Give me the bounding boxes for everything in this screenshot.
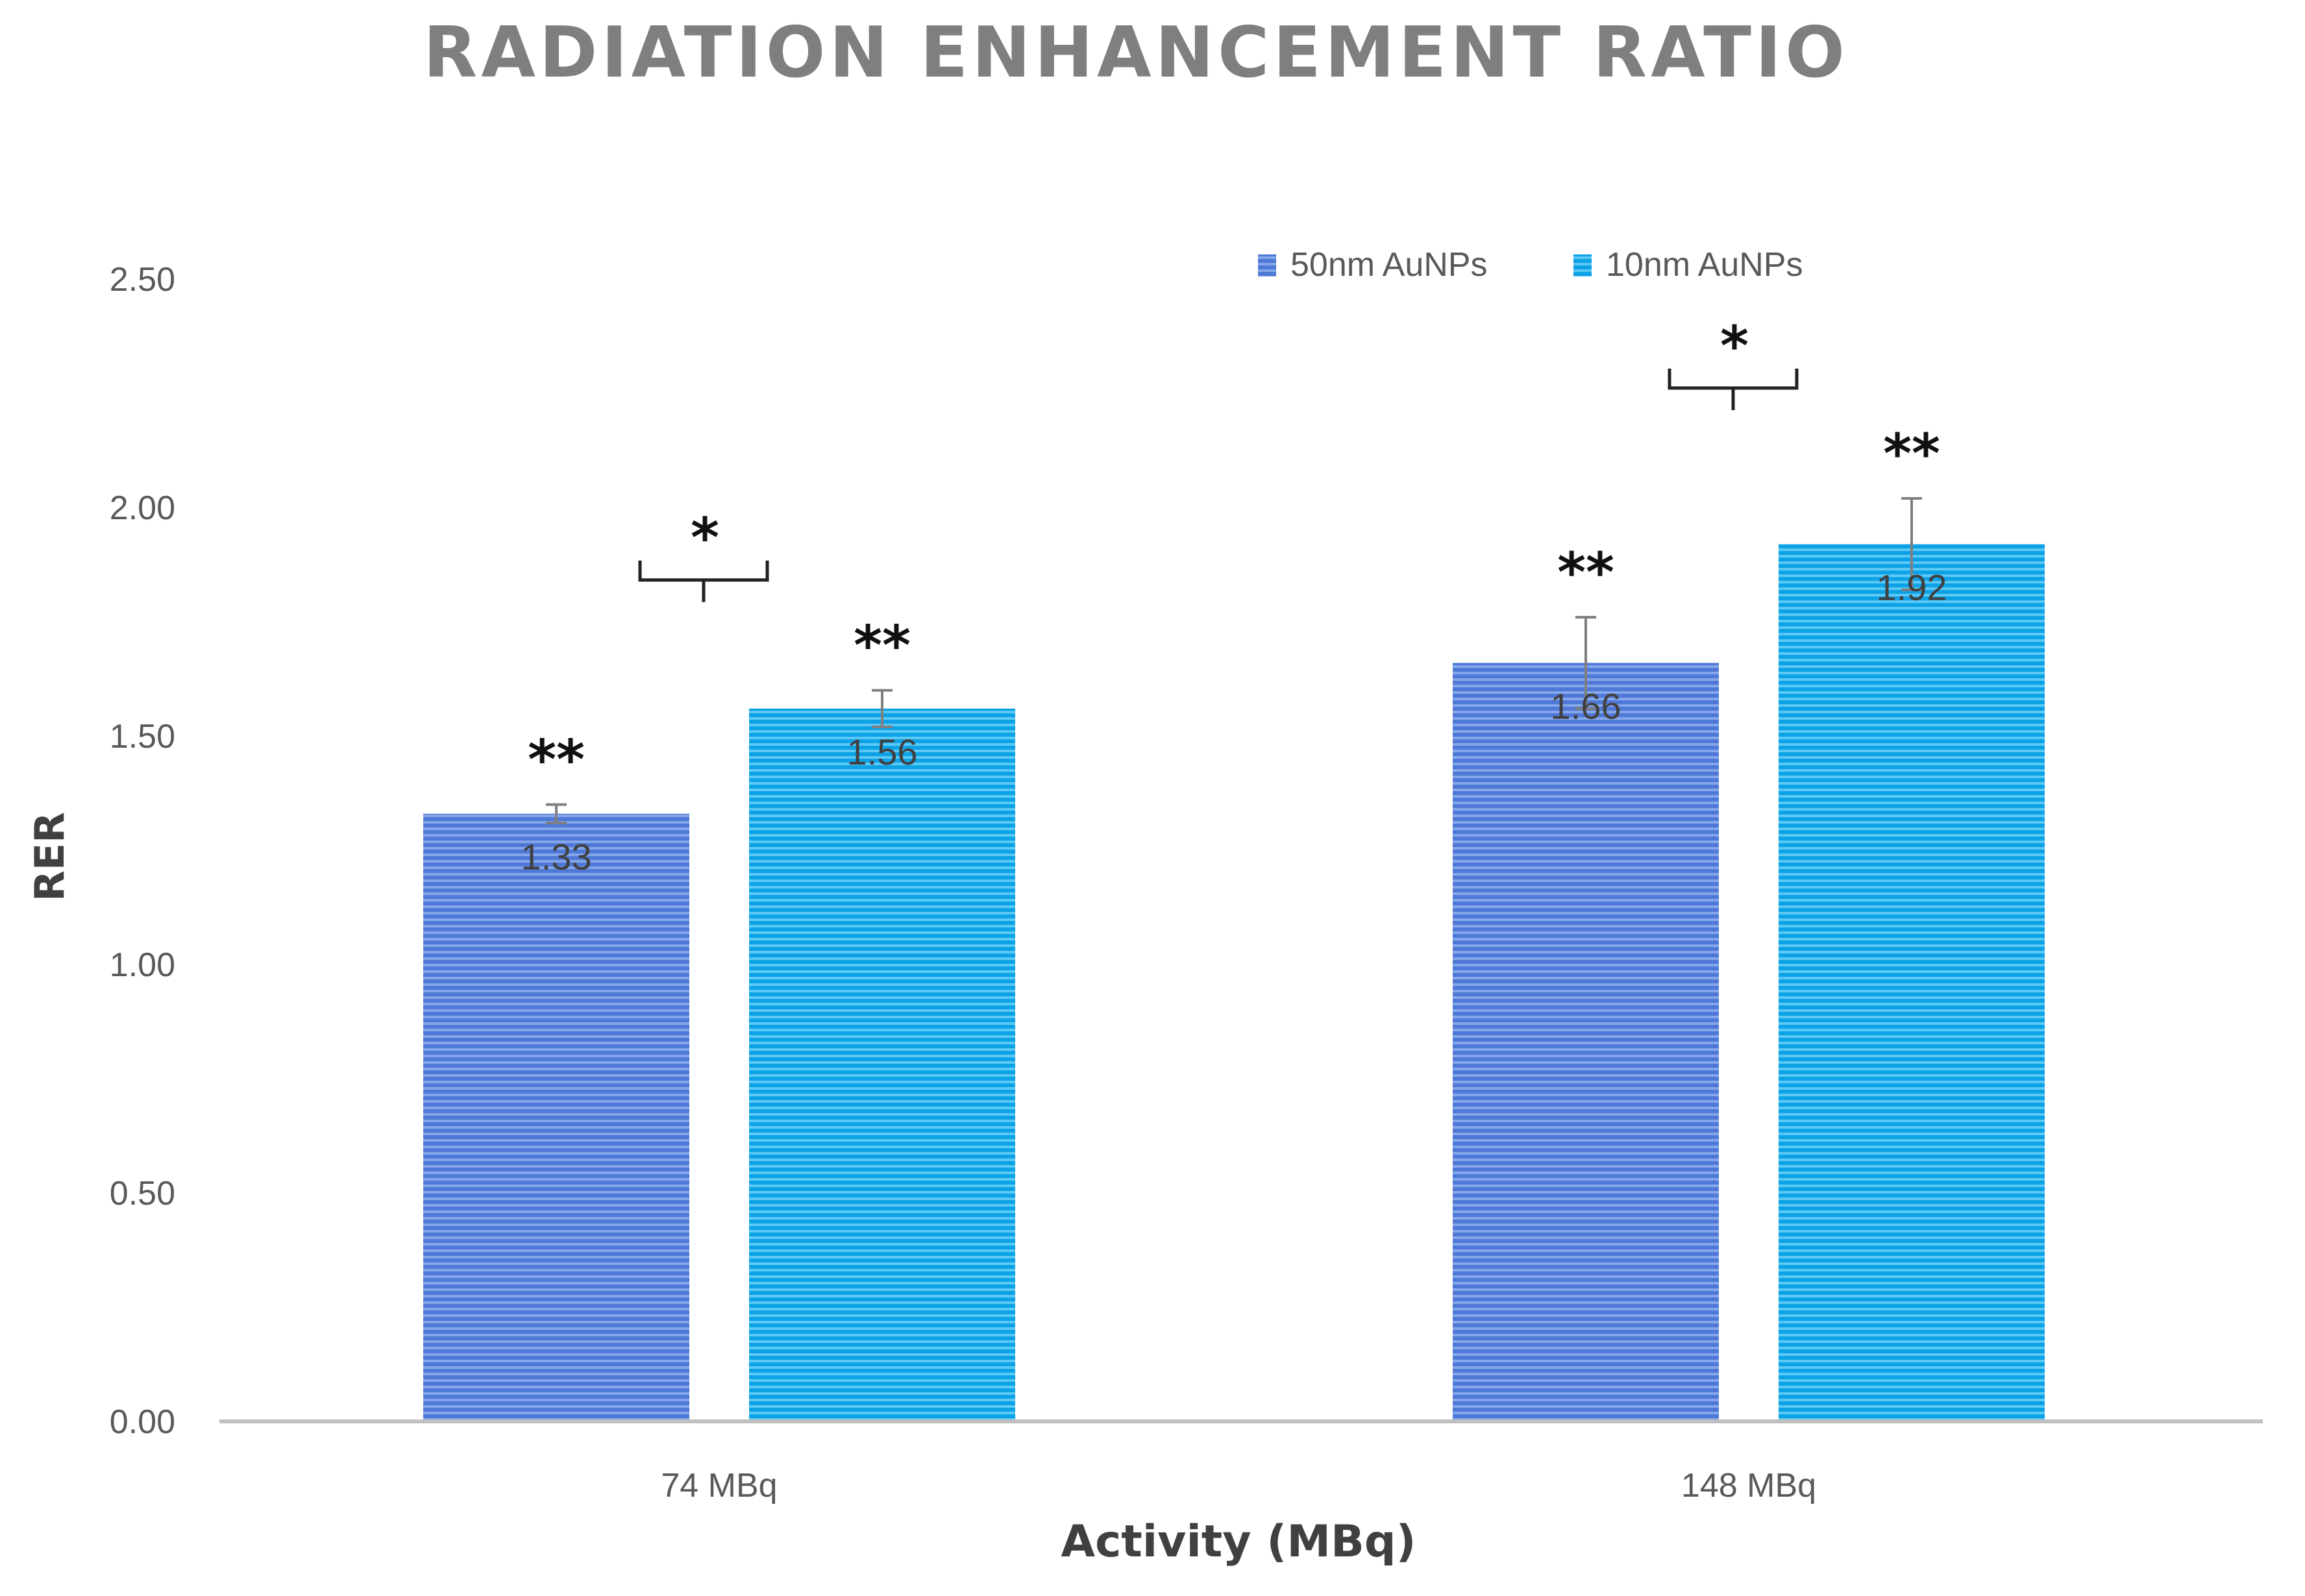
data-label-1-1: 1.92	[1877, 567, 1947, 608]
chart-title: RADIATION ENHANCEMENT RATIO	[423, 12, 1849, 93]
legend-swatch-10nm	[1573, 254, 1592, 276]
x-tick-label-1: 148 MBq	[1681, 1467, 1816, 1504]
bracket-significance-marker: *	[1720, 314, 1749, 378]
y-tick-label-4: 2.00	[110, 489, 175, 527]
legend-label-50nm: 50nm AuNPs	[1290, 246, 1488, 284]
legend-swatch-50nm	[1258, 254, 1276, 276]
significance-marker-1-0: **	[854, 614, 911, 678]
error-bar-1-1	[1901, 497, 1922, 591]
error-bars	[546, 497, 1922, 824]
significance-marker-1-1: **	[1883, 422, 1940, 485]
bar-50nm-0	[423, 813, 689, 1421]
x-tick-label-0: 74 MBq	[661, 1467, 777, 1504]
x-axis-ticks: 74 MBq 148 MBq	[661, 1467, 1816, 1504]
data-labels: 1.33 1.56 1.66 1.92	[521, 567, 1947, 877]
bars	[423, 544, 2045, 1421]
bar-10nm-0	[749, 708, 1015, 1421]
error-bar-0-1	[1575, 615, 1596, 710]
significance-marker-0-0: **	[528, 728, 585, 792]
comparison-bracket-0: *	[638, 506, 769, 602]
legend-label-10nm: 10nm AuNPs	[1606, 246, 1803, 284]
bracket-significance-marker: *	[691, 506, 719, 570]
bar-50nm-1	[1453, 663, 1719, 1421]
y-tick-label-5: 2.50	[110, 261, 175, 299]
data-label-0-1: 1.66	[1551, 685, 1621, 726]
legend: 50nm AuNPs 10nm AuNPs	[1258, 246, 1803, 284]
y-tick-label-0: 0.00	[110, 1403, 175, 1441]
y-tick-label-1: 0.50	[110, 1175, 175, 1212]
error-bar-0-0	[546, 803, 567, 824]
y-tick-label-2: 1.00	[110, 946, 175, 984]
x-axis-title: Activity (MBq)	[1061, 1516, 1416, 1567]
error-bar-1-0	[872, 689, 893, 728]
significance-markers: ** ** ** **	[528, 422, 1940, 792]
y-axis-ticks: 0.00 0.50 1.00 1.50 2.00 2.50	[110, 261, 175, 1441]
comparison-bracket-1: *	[1668, 314, 1799, 410]
data-label-0-0: 1.33	[521, 837, 592, 878]
bar-10nm-1	[1779, 544, 2045, 1421]
significance-marker-0-1: **	[1557, 541, 1614, 604]
y-tick-label-3: 1.50	[110, 718, 175, 755]
comparison-brackets: **	[638, 314, 1799, 602]
y-axis-title: RER	[26, 812, 73, 902]
data-label-1-0: 1.56	[847, 731, 918, 772]
